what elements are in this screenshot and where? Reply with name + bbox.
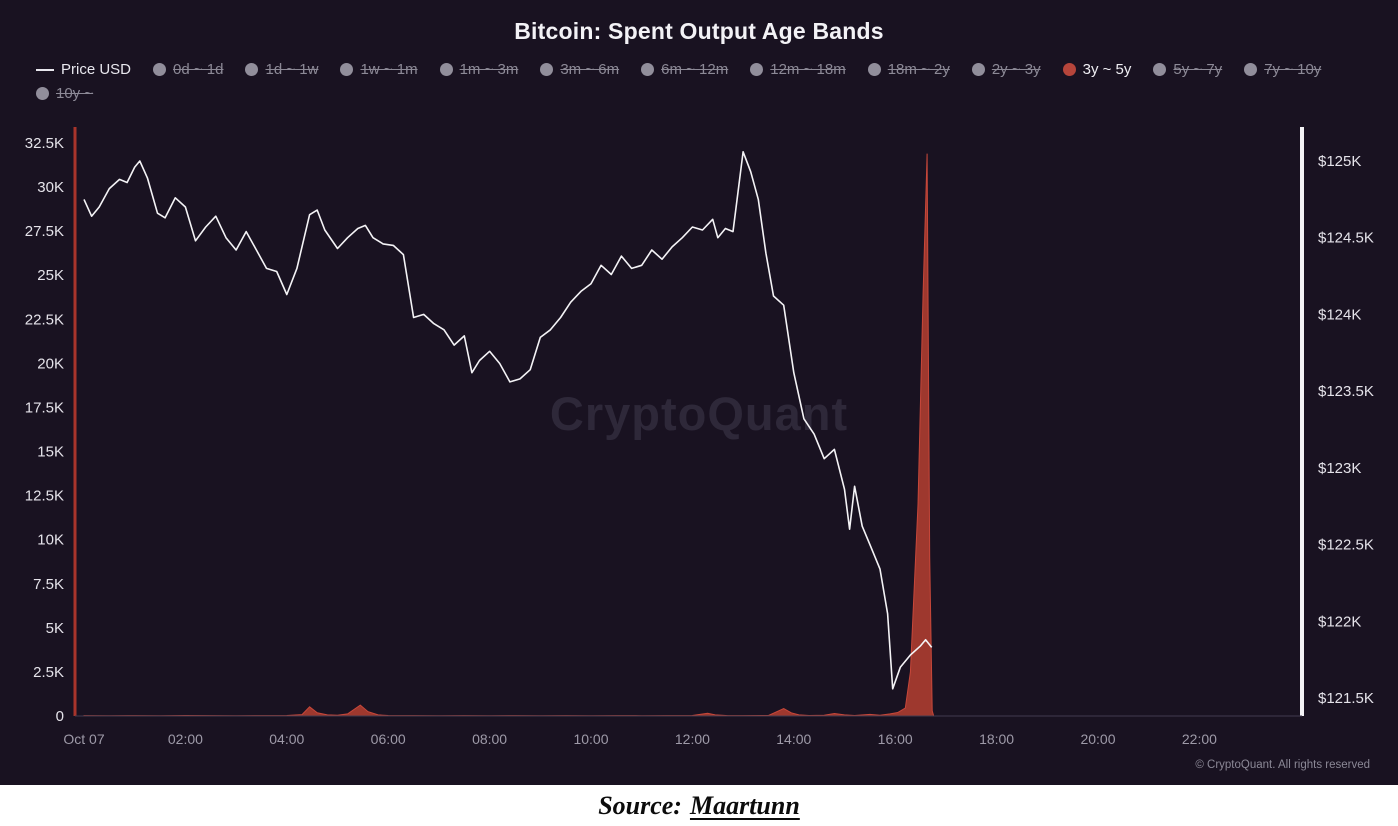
legend-dot-icon bbox=[340, 63, 354, 76]
right-axis-tick: $122K bbox=[1318, 613, 1361, 630]
legend-dot-icon bbox=[1153, 63, 1167, 76]
legend-item-1w-1m[interactable]: 1w ~ 1m bbox=[340, 61, 418, 78]
right-axis-tick: $123K bbox=[1318, 460, 1361, 477]
x-axis-tick: 14:00 bbox=[776, 731, 811, 747]
legend-dot-icon bbox=[245, 63, 259, 76]
legend-dot-icon bbox=[1062, 63, 1076, 76]
legend-label: 7y ~ 10y bbox=[1264, 61, 1322, 78]
source-link[interactable]: Maartunn bbox=[689, 790, 800, 820]
x-axis-tick: 16:00 bbox=[878, 731, 913, 747]
legend-dot-icon bbox=[439, 63, 453, 76]
legend-dot-icon bbox=[36, 87, 49, 100]
legend-label: 18m ~ 2y bbox=[887, 61, 950, 78]
left-axis-tick: 20K bbox=[37, 355, 64, 372]
right-axis-tick: $124.5K bbox=[1318, 230, 1374, 247]
left-axis-tick: 22.5K bbox=[25, 311, 64, 328]
x-axis-tick: 12:00 bbox=[675, 731, 710, 747]
page-title: Bitcoin: Spent Output Age Bands bbox=[514, 18, 884, 44]
x-axis-tick: 02:00 bbox=[168, 731, 203, 747]
left-axis-tick: 12.5K bbox=[25, 488, 64, 505]
legend-item-10y[interactable]: 10y ~ bbox=[36, 85, 93, 102]
legend-item-price-usd[interactable]: Price USD bbox=[36, 61, 131, 78]
x-axis-tick: 10:00 bbox=[573, 731, 608, 747]
x-axis-tick: 08:00 bbox=[472, 731, 507, 747]
right-axis-tick: $124K bbox=[1318, 306, 1361, 323]
right-axis-tick: $123.5K bbox=[1318, 383, 1374, 400]
left-axis-tick: 15K bbox=[37, 444, 64, 461]
legend-dot-icon bbox=[867, 63, 881, 76]
legend-item-2y-3y[interactable]: 2y ~ 3y bbox=[971, 61, 1041, 78]
left-axis-tick: 30K bbox=[37, 179, 64, 196]
legend-item-5y-7y[interactable]: 5y ~ 7y bbox=[1153, 61, 1222, 78]
legend-label: 5y ~ 7y bbox=[1173, 61, 1223, 78]
chart-canvas: 0 2.5K 5K 7.5K 10K 12.5K 15K 17.5K 20K 22.5K 25K 27… bbox=[25, 127, 1374, 747]
legend-item-3y-5y[interactable]: 3y ~ 5y bbox=[1062, 61, 1132, 78]
legend-dot-icon bbox=[540, 63, 554, 76]
legend-item-3m-6m[interactable]: 3m ~ 6m bbox=[540, 61, 619, 78]
left-axis-tick: 10K bbox=[37, 532, 64, 549]
legend-item-6m-12m[interactable]: 6m ~ 12m bbox=[641, 61, 728, 78]
legend-dot-icon bbox=[971, 63, 985, 76]
legend-label: 1m ~ 3m bbox=[459, 61, 519, 78]
legend-label: 6m ~ 12m bbox=[661, 61, 729, 78]
x-axis-tick: 22:00 bbox=[1182, 731, 1217, 747]
price-line-swatch-icon bbox=[36, 68, 54, 71]
legend-label: Price USD bbox=[61, 61, 132, 78]
copyright-text: © CryptoQuant. All rights reserved bbox=[1195, 759, 1370, 771]
legend-label: 12m ~ 18m bbox=[770, 61, 846, 78]
legend-dot-icon bbox=[641, 63, 655, 76]
legend-item-1d-1w[interactable]: 1d ~ 1w bbox=[245, 61, 318, 78]
legend-label: 1w ~ 1m bbox=[360, 61, 418, 78]
x-axis-tick: 04:00 bbox=[269, 731, 304, 747]
legend-dot-icon bbox=[153, 63, 167, 76]
source-bar: Source: Maartunn bbox=[0, 785, 1398, 826]
left-axis-tick: 2.5K bbox=[33, 664, 64, 681]
left-axis-tick: 32.5K bbox=[25, 135, 64, 152]
left-axis-tick: 0 bbox=[56, 708, 64, 725]
right-axis-tick: $122.5K bbox=[1318, 537, 1374, 554]
left-axis-tick: 5K bbox=[46, 620, 64, 637]
watermark: CryptoQuant bbox=[0, 386, 1398, 441]
legend-label: 1d ~ 1w bbox=[265, 61, 319, 78]
legend-label: 0d ~ 1d bbox=[173, 61, 224, 78]
legend-label: 3y ~ 5y bbox=[1082, 61, 1132, 78]
chart-panel: Bitcoin: Spent Output Age Bands Price US… bbox=[0, 0, 1398, 785]
legend-item-12m-18m[interactable]: 12m ~ 18m bbox=[750, 61, 846, 78]
legend-item-1m-3m[interactable]: 1m ~ 3m bbox=[439, 61, 519, 78]
right-axis-tick: $125K bbox=[1318, 153, 1361, 170]
legend-label: 10y ~ bbox=[56, 85, 94, 102]
legend-item-7y-10y[interactable]: 7y ~ 10y bbox=[1244, 61, 1321, 78]
left-axis-tick: 17.5K bbox=[25, 399, 64, 416]
x-axis-tick: Oct 07 bbox=[63, 731, 104, 747]
source-label: Source: bbox=[598, 790, 682, 820]
left-axis-tick: 27.5K bbox=[25, 223, 64, 240]
legend-label: 2y ~ 3y bbox=[991, 61, 1041, 78]
x-axis-tick: 20:00 bbox=[1080, 731, 1115, 747]
plot-area[interactable] bbox=[75, 127, 1302, 716]
legend-item-0d-1d[interactable]: 0d ~ 1d bbox=[153, 61, 223, 78]
legend-dot-icon bbox=[1244, 63, 1258, 76]
left-axis-tick: 25K bbox=[37, 267, 64, 284]
legend: Price USD 0d ~ 1d 1d ~ 1w 1w ~ 1m 1m ~ 3m 3m … bbox=[36, 61, 1380, 102]
x-axis-tick: 18:00 bbox=[979, 731, 1014, 747]
x-axis-tick: 06:00 bbox=[371, 731, 406, 747]
price-line bbox=[83, 151, 933, 690]
legend-item-18m-2y[interactable]: 18m ~ 2y bbox=[867, 61, 950, 78]
right-axis-tick: $121.5K bbox=[1318, 690, 1374, 707]
legend-dot-icon bbox=[750, 63, 764, 76]
legend-label: 3m ~ 6m bbox=[560, 61, 620, 78]
left-axis-tick: 7.5K bbox=[33, 576, 64, 593]
